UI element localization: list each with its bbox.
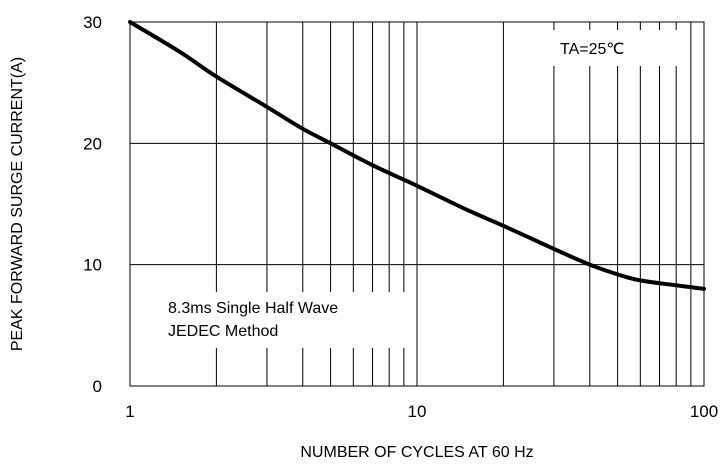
y-tick-label: 0	[93, 377, 102, 396]
x-tick-labels: 1 10 100	[125, 402, 718, 421]
method-label-line1: 8.3ms Single Half Wave	[168, 300, 338, 317]
x-axis-title: NUMBER OF CYCLES AT 60 Hz	[300, 444, 533, 461]
series-line	[128, 20, 706, 291]
y-tick-label: 10	[83, 256, 102, 275]
x-tick-label: 100	[690, 402, 718, 421]
y-tick-labels: 0 10 20 30	[83, 13, 102, 396]
plot-frame	[129, 21, 705, 387]
y-tick-label: 30	[83, 13, 102, 32]
condition-label-bg	[550, 30, 680, 66]
method-label-bg	[160, 292, 405, 348]
method-label-line2: JEDEC Method	[168, 323, 278, 340]
x-tick-label: 1	[125, 402, 134, 421]
x-tick-label: 10	[408, 402, 427, 421]
y-tick-label: 20	[83, 134, 102, 153]
y-axis-title: PEAK FORWARD SURGE CURRENT(A)	[9, 57, 26, 351]
condition-label: TA=25℃	[560, 41, 624, 58]
